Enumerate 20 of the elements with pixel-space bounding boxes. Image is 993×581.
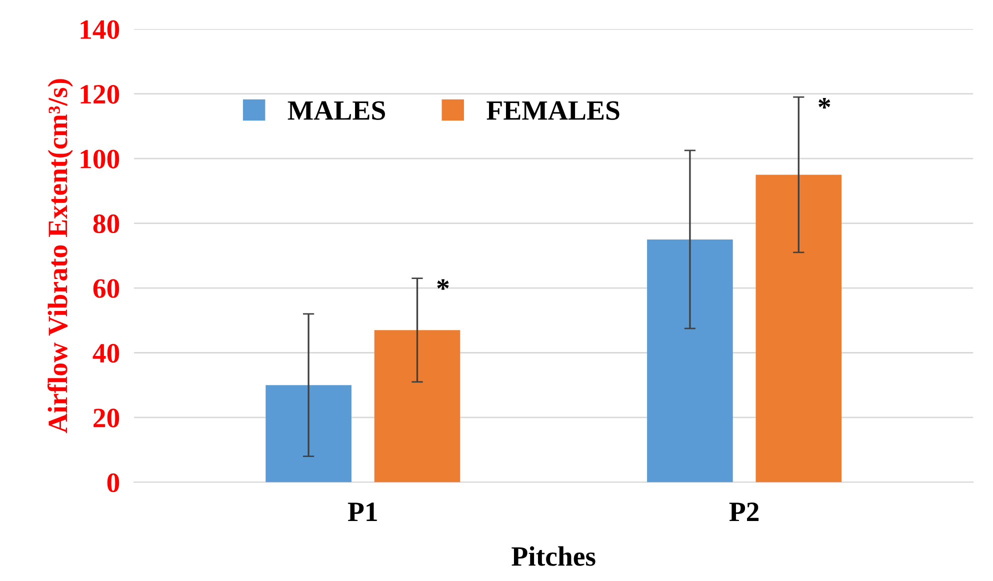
y-tick-label: 20 [94, 408, 120, 428]
y-tick-label: 0 [107, 473, 120, 492]
legend-label: MALES [288, 101, 386, 120]
annotation: * [818, 98, 830, 108]
y-tick-label: 60 [93, 279, 120, 298]
bar [374, 330, 460, 482]
legend-label: FEMALES [486, 101, 620, 120]
x-axis-title: Pitches [512, 546, 596, 566]
y-tick-label: 40 [92, 344, 120, 363]
y-tick-label: 140 [80, 20, 120, 39]
y-tick-label: 120 [80, 84, 120, 104]
annotation: * [437, 279, 449, 290]
y-tick-label: 100 [80, 150, 120, 168]
x-tick-label: P2 [729, 502, 759, 521]
bar [647, 239, 733, 482]
y-axis-title: Airflow Vibrato Extent(cm³/s) [47, 79, 73, 434]
bar [756, 174, 842, 482]
bar [266, 385, 352, 482]
x-tick-label: P1 [348, 502, 377, 521]
y-tick-label: 80 [93, 214, 120, 234]
